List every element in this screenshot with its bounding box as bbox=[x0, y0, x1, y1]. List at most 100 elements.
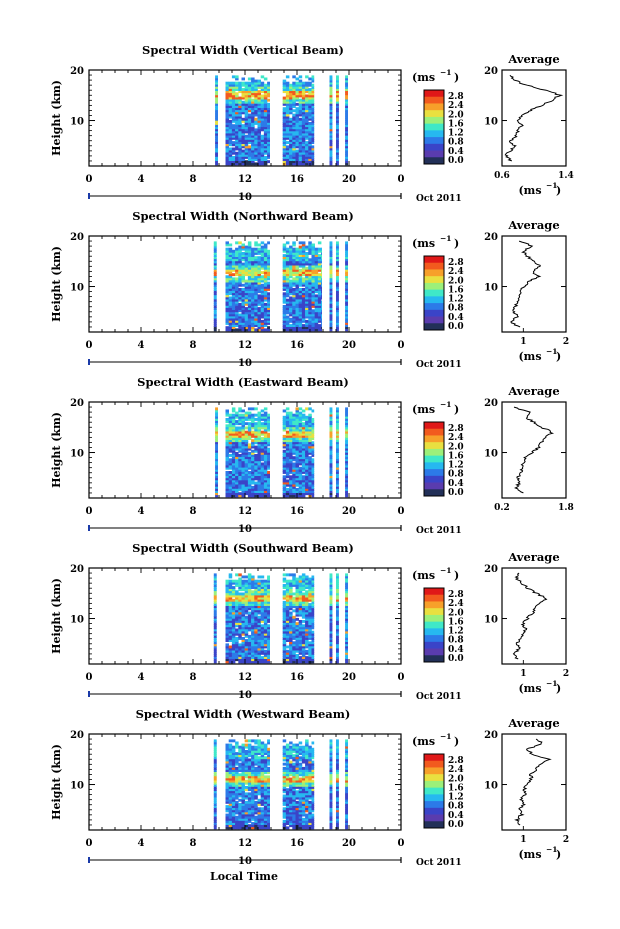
heatmap-cell bbox=[298, 413, 303, 417]
heatmap-cell bbox=[321, 249, 322, 253]
heatmap-cell bbox=[336, 153, 339, 157]
heatmap-cell bbox=[241, 156, 245, 159]
heatmap-cell bbox=[263, 415, 268, 419]
heatmap-cell bbox=[329, 598, 333, 602]
heatmap-cell bbox=[231, 473, 236, 476]
heatmap-cell bbox=[305, 441, 309, 445]
heatmap-cell bbox=[305, 407, 309, 411]
heatmap-cell bbox=[317, 275, 322, 279]
heatmap-cell bbox=[228, 322, 233, 325]
heatmap-cell bbox=[267, 309, 270, 313]
heatmap-cell bbox=[213, 624, 217, 628]
heatmap-cell bbox=[260, 328, 265, 332]
heatmap-cell bbox=[235, 632, 239, 636]
y-tick-label: 10 bbox=[70, 117, 84, 128]
heatmap-cell bbox=[292, 83, 296, 87]
heatmap-cell bbox=[289, 488, 293, 491]
heatmap-cell bbox=[305, 268, 309, 272]
heatmap-cell bbox=[301, 247, 306, 251]
heatmap-cell bbox=[308, 651, 312, 655]
heatmap-cell bbox=[238, 464, 242, 468]
heatmap-cell bbox=[292, 279, 296, 283]
heatmap-cell bbox=[235, 315, 239, 319]
heatmap-cell bbox=[292, 651, 296, 655]
heatmap-cell bbox=[251, 471, 255, 474]
heatmap-cell bbox=[345, 415, 348, 419]
heatmap-cell bbox=[238, 283, 242, 287]
heatmap-cell bbox=[235, 136, 239, 140]
x-tick-label: 4 bbox=[138, 506, 145, 517]
heatmap-cell bbox=[231, 479, 236, 483]
heatmap-cell bbox=[267, 277, 270, 281]
heatmap-cell bbox=[292, 145, 296, 149]
heatmap-cell bbox=[289, 573, 293, 577]
heatmap-cell bbox=[289, 630, 293, 634]
heatmap-cell bbox=[292, 434, 296, 438]
heatmap-cell bbox=[289, 283, 293, 287]
heatmap-cell bbox=[292, 115, 296, 119]
heatmap-cell bbox=[336, 102, 339, 106]
heatmap-cell bbox=[311, 275, 315, 279]
heatmap-cell bbox=[267, 475, 270, 479]
heatmap-cell bbox=[228, 424, 233, 428]
heatmap-cell bbox=[263, 156, 268, 159]
heatmap-cell bbox=[231, 451, 236, 455]
avg-x-label-exponent: −1 bbox=[546, 181, 558, 190]
heatmap-cell bbox=[244, 488, 249, 491]
heatmap-cell bbox=[263, 247, 268, 251]
heatmap-cell bbox=[282, 577, 287, 581]
heatmap-cell bbox=[263, 324, 268, 327]
heatmap-cell bbox=[241, 326, 245, 330]
heatmap-cell bbox=[244, 454, 249, 457]
heatmap-cell bbox=[298, 634, 303, 638]
heatmap-cell bbox=[263, 151, 268, 155]
heatmap-cell bbox=[231, 326, 236, 330]
heatmap-cell bbox=[289, 626, 293, 630]
heatmap-cell bbox=[289, 607, 293, 611]
heatmap-cell bbox=[317, 294, 322, 298]
heatmap-cell bbox=[295, 603, 299, 606]
heatmap-cell bbox=[292, 630, 296, 634]
heatmap-cell bbox=[295, 88, 299, 91]
heatmap-cell bbox=[345, 647, 348, 651]
heatmap-cell bbox=[228, 647, 233, 651]
heatmap-cell bbox=[263, 586, 268, 589]
heatmap-cell bbox=[285, 160, 290, 164]
heatmap-cell bbox=[285, 420, 290, 423]
heatmap-cell bbox=[298, 575, 303, 579]
heatmap-cell bbox=[257, 94, 261, 98]
heatmap-cell bbox=[241, 628, 245, 632]
heatmap-cell bbox=[345, 488, 348, 491]
heatmap-cell bbox=[336, 243, 339, 247]
heatmap-cell bbox=[292, 90, 296, 94]
heatmap-cell bbox=[305, 611, 309, 615]
heatmap-cell bbox=[257, 136, 261, 140]
heatmap-cell bbox=[336, 615, 339, 619]
heatmap-cell bbox=[228, 594, 233, 598]
heatmap-cell bbox=[263, 275, 268, 279]
heatmap-cell bbox=[263, 319, 268, 323]
heatmap-cell bbox=[336, 134, 339, 138]
heatmap-cell bbox=[244, 139, 249, 142]
heatmap-cell bbox=[228, 443, 233, 447]
heatmap-cell bbox=[345, 609, 348, 613]
heatmap-cell bbox=[241, 109, 245, 113]
heatmap-cell bbox=[295, 447, 299, 451]
heatmap-cell bbox=[257, 637, 261, 640]
heatmap-cell bbox=[317, 262, 322, 266]
heatmap-cell bbox=[257, 658, 261, 662]
heatmap-cell bbox=[225, 428, 229, 432]
heatmap-cell bbox=[321, 268, 322, 272]
heatmap-cell bbox=[247, 615, 252, 619]
x-tick-label: 8 bbox=[190, 672, 197, 683]
heatmap-cell bbox=[282, 275, 287, 279]
heatmap-cell bbox=[244, 98, 249, 102]
heatmap-cell bbox=[228, 434, 233, 438]
heatmap-cell bbox=[336, 145, 339, 149]
heatmap-cell bbox=[257, 462, 261, 466]
heatmap-cell bbox=[345, 588, 348, 592]
heatmap-cell bbox=[305, 119, 309, 123]
heatmap-cell bbox=[336, 647, 339, 651]
heatmap-cell bbox=[298, 477, 303, 481]
heatmap-cell bbox=[235, 479, 239, 483]
